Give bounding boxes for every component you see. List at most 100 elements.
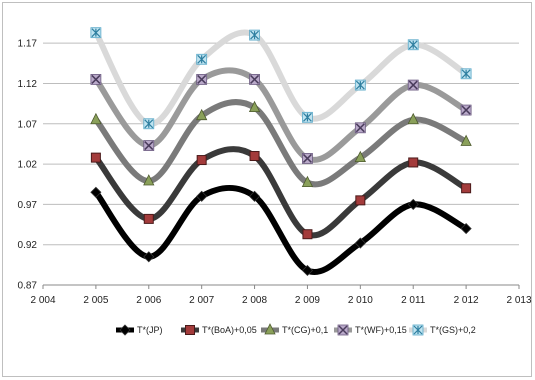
legend-label: T*(WF)+0,15 [355,325,407,335]
data-point-s4-1-shape [144,119,154,129]
data-point-s0-3-shape [248,190,261,202]
data-point-s3-7-shape [461,105,471,115]
x-tick-label: 2 007 [189,295,214,306]
data-point-s1-6-shape [408,157,419,168]
data-point-s0-1 [143,251,155,263]
data-point-s1-0-shape [90,152,101,163]
x-tick-label: 2 006 [136,295,161,306]
data-point-s2-6-shape [407,112,419,125]
y-tick-label: 0.92 [18,240,38,251]
data-point-s0-5-shape [354,237,366,249]
data-point-s2-2-shape [196,108,208,121]
legend-marker-4-shape [413,325,423,335]
legend-label: T*(CG)+0,1 [282,325,328,335]
data-point-s1-5 [355,195,366,206]
data-point-s1-7-shape [461,183,472,194]
chart-frame: 0.87 0.92 0.97 1.02 1.07 1.12 1.17 2 004 2 005 2 … [2,2,532,377]
data-point-s3-1 [143,140,155,151]
data-point-s0-4 [301,264,314,277]
legend-marker-1 [185,325,195,335]
y-tick-label: 1.07 [18,119,38,130]
legend-label: T*(BoA)+0,05 [202,325,257,335]
y-tick-label: 1.02 [18,160,38,171]
data-point-s1-2 [196,155,207,166]
data-point-s4-0-shape [91,28,101,38]
line-chart: 0.87 0.92 0.97 1.02 1.07 1.12 1.17 2 004 2 005 2 … [18,27,532,336]
x-tick-label: 2 004 [30,295,55,306]
legend-label: T*(JP) [137,325,163,335]
data-point-s4-4 [302,111,313,123]
legend-marker-4 [412,324,424,336]
data-point-s4-7-shape [461,69,471,79]
x-tick-label: 2 008 [242,295,267,306]
data-point-s3-2 [196,74,208,85]
data-point-s1-1 [143,213,154,224]
data-point-s0-2 [196,190,208,202]
data-point-s0-3 [248,190,261,202]
data-point-s3-3-shape [250,74,260,84]
data-point-s2-4 [301,175,314,188]
data-point-s4-2-shape [197,54,207,64]
data-point-s4-4-shape [303,112,312,122]
data-point-s1-4-shape [302,229,313,240]
data-point-s4-5-shape [355,80,365,90]
data-point-s1-2-shape [196,155,207,166]
data-point-s2-3-shape [248,100,261,113]
legend-marker-3-shape [338,325,348,335]
data-point-s2-1 [143,174,155,186]
data-point-s0-7-shape [460,223,472,235]
data-point-s2-7-shape [460,134,472,146]
data-point-s2-0-shape [90,112,102,125]
data-point-s0-5 [354,237,366,249]
data-point-s0-0-shape [90,186,102,198]
data-point-s3-4 [302,153,313,164]
data-point-s3-1-shape [144,141,154,151]
data-point-s3-6 [407,79,419,91]
x-tick-label: 2 012 [454,295,479,306]
x-tick-label: 2 005 [83,295,108,306]
legend-label: T*(GS)+0,2 [430,325,476,335]
data-point-s0-4-shape [301,264,314,277]
data-point-s4-6-shape [408,40,418,50]
data-point-s1-7 [461,183,472,194]
data-point-s4-3 [249,29,260,41]
data-point-s4-6 [407,39,419,51]
legend-marker-2-shape [264,323,276,335]
data-point-s4-1 [143,118,155,130]
x-tick-label: 2 009 [295,295,320,306]
data-point-s0-7 [460,223,472,235]
data-point-s3-5-shape [355,123,365,133]
data-point-s4-0 [90,27,102,39]
legend-marker-3 [337,324,349,336]
data-point-s1-1-shape [143,213,154,224]
data-point-s0-2-shape [196,190,208,202]
data-point-s2-1-shape [143,174,155,186]
y-tick-label: 0.87 [18,281,38,292]
data-point-s3-4-shape [302,153,312,163]
data-point-s4-2 [196,53,208,65]
data-point-s3-3 [249,74,260,85]
data-point-s3-0-shape [91,74,101,84]
x-tick-label: 2 011 [401,295,426,306]
data-point-s3-0 [90,74,102,85]
data-point-s0-6-shape [407,198,419,210]
legend-marker-2 [264,323,276,335]
data-point-s2-5 [354,150,366,163]
data-point-s1-6 [408,157,419,168]
data-point-s1-4 [302,229,313,240]
data-point-s4-5 [354,79,366,91]
legend-marker-0 [119,324,131,336]
data-point-s2-2 [196,108,208,121]
data-point-s2-4-shape [301,175,314,188]
data-point-s2-6 [407,112,419,125]
data-point-s0-0 [90,186,102,198]
data-point-s3-2-shape [197,74,207,84]
data-point-s3-6-shape [408,80,418,90]
data-point-s2-5-shape [354,150,366,163]
x-tick-label: 2 013 [506,295,531,306]
data-point-s0-6 [407,198,419,210]
data-point-s1-0 [90,152,101,163]
legend-marker-0-shape [119,324,131,336]
y-tick-label: 1.17 [18,39,38,50]
y-tick-label: 1.12 [18,79,38,90]
